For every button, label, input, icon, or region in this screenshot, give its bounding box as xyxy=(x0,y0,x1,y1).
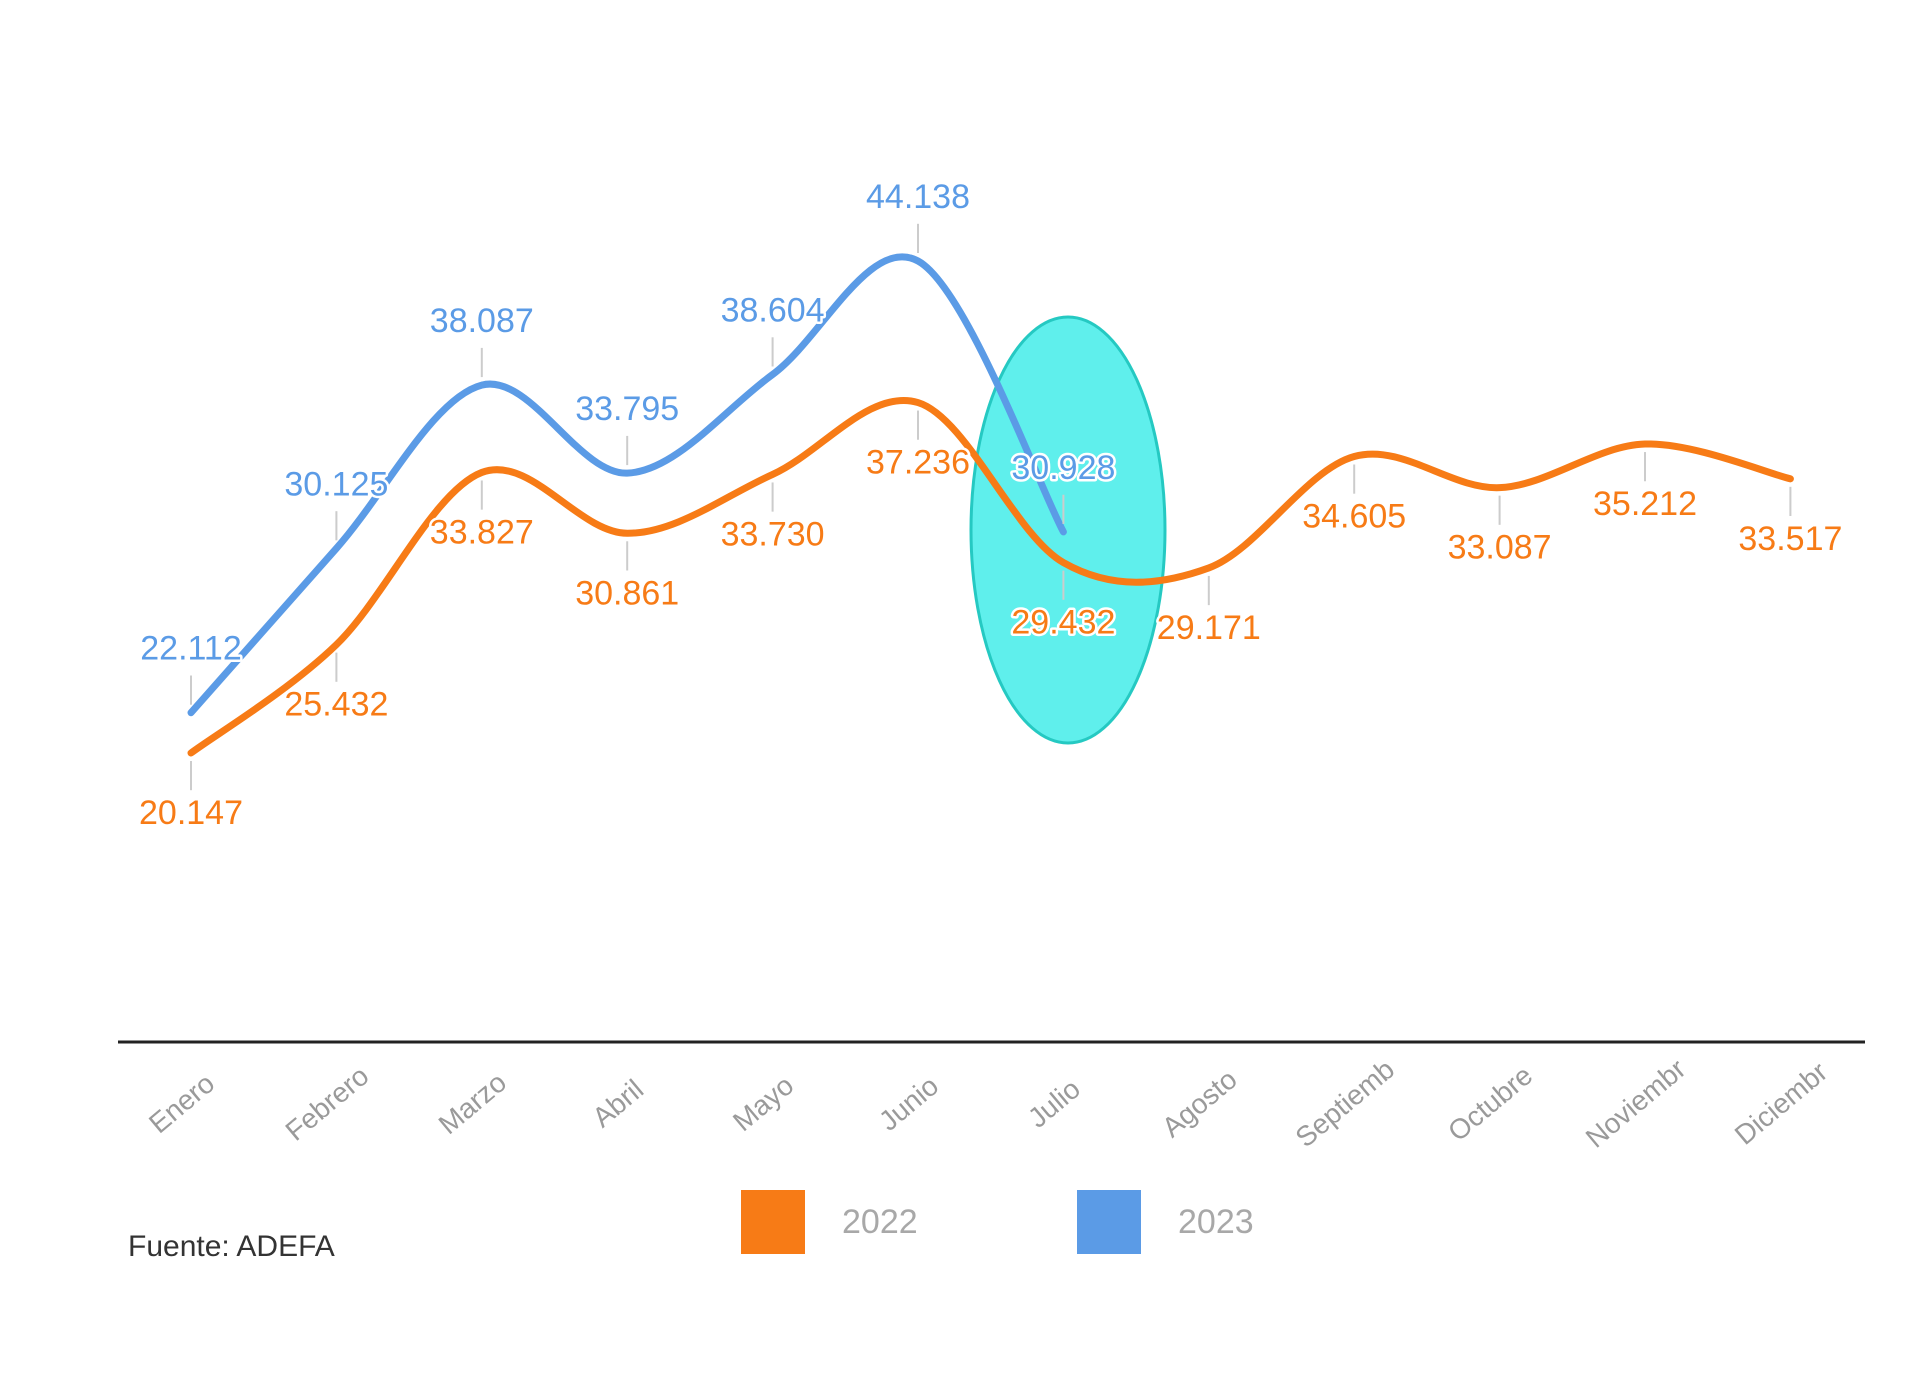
x-tick-label: Julio xyxy=(1022,1073,1086,1134)
x-tick-label: Noviembr xyxy=(1580,1053,1692,1154)
value-label: 38.087 xyxy=(430,302,534,340)
series-line xyxy=(187,397,1794,757)
x-tick-label: Febrero xyxy=(280,1060,375,1147)
value-label: 29.432 xyxy=(1011,604,1115,642)
legend-label: 2022 xyxy=(842,1203,918,1241)
value-label: 34.605 xyxy=(1302,497,1406,535)
x-tick-label: Octubre xyxy=(1442,1059,1538,1147)
value-label: 30.861 xyxy=(575,574,679,612)
value-label: 35.212 xyxy=(1593,485,1697,523)
x-tick-label: Marzo xyxy=(433,1067,513,1141)
value-label: 20.147 xyxy=(139,794,243,832)
value-label: 22.112 xyxy=(140,630,241,668)
value-label: 37.236 xyxy=(866,444,970,482)
value-label: 29.171 xyxy=(1157,609,1261,647)
x-tick-label: Abril xyxy=(586,1074,649,1134)
x-tick-label: Septiemb xyxy=(1290,1053,1401,1153)
legend-swatch xyxy=(741,1190,805,1254)
value-label: 33.730 xyxy=(721,515,825,553)
x-tick-label: Junio xyxy=(873,1070,944,1137)
series-line xyxy=(187,253,1067,717)
value-label: 30.125 xyxy=(284,465,388,503)
x-tick-label: Mayo xyxy=(727,1070,799,1138)
legend-swatch xyxy=(1077,1190,1141,1254)
x-tick-label: Agosto xyxy=(1156,1063,1243,1143)
value-label: 33.795 xyxy=(575,390,679,428)
x-tick-label: Enero xyxy=(143,1067,220,1139)
value-label: 25.432 xyxy=(284,686,388,724)
value-label: 33.517 xyxy=(1738,520,1842,558)
value-label: 33.827 xyxy=(430,513,534,551)
value-label: 33.087 xyxy=(1448,529,1552,567)
source-note: Fuente: ADEFA xyxy=(128,1230,335,1263)
value-label: 30.928 xyxy=(1011,449,1115,487)
x-tick-label: Diciembr xyxy=(1729,1056,1834,1151)
value-label: 38.604 xyxy=(721,291,825,329)
value-label: 44.138 xyxy=(866,178,970,216)
legend-label: 2023 xyxy=(1178,1203,1254,1241)
highlight-ellipse xyxy=(969,315,1167,745)
